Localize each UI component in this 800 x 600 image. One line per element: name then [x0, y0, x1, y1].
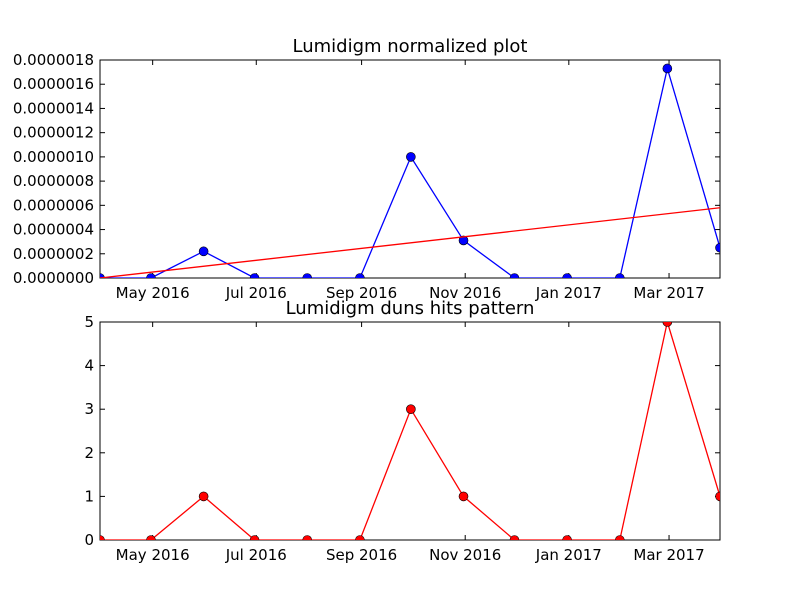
normalized-ytick-label: 0.0000008	[13, 172, 94, 190]
normalized-ytick-label: 0.0000014	[13, 99, 94, 117]
duns-hits-data-point	[355, 535, 365, 540]
duns-hits-ytick-label: 0	[84, 531, 94, 549]
normalized-data-point	[562, 273, 572, 278]
duns-hits-data-point	[406, 404, 416, 415]
duns-hits-ytick-label: 4	[84, 357, 94, 375]
normalized-data-point	[249, 273, 260, 278]
duns-hits-chart: Lumidigm duns hits pattern 0 1 2 3 4 5 May 201…	[84, 298, 721, 564]
normalized-trend-line	[100, 207, 720, 278]
duns-hits-ytick-label: 2	[84, 444, 94, 462]
duns-hits-data-point	[662, 322, 673, 327]
duns-hits-chart-title: Lumidigm duns hits pattern	[286, 298, 535, 319]
normalized-data-point	[100, 273, 105, 278]
normalized-data-point	[715, 242, 720, 253]
duns-hits-xtick-label: May 2016	[116, 546, 190, 564]
normalized-data-point	[458, 235, 469, 246]
duns-hits-ytick-label: 5	[84, 313, 94, 331]
normalized-data-point	[614, 273, 625, 278]
duns-hits-marks	[100, 322, 720, 540]
normalized-data-point	[302, 273, 313, 278]
duns-hits-xtick-label: Jul 2016	[225, 546, 287, 564]
duns-hits-xtick-label: Sep 2016	[326, 546, 397, 564]
duns-hits-data-point	[509, 535, 520, 540]
normalized-ticks: 0.0000000 0.0000002 0.0000004 0.0000006 0.00…	[13, 51, 720, 302]
duns-hits-xtick-label: Mar 2017	[633, 546, 704, 564]
duns-hits-data-point	[562, 535, 572, 540]
normalized-ytick-label: 0.0000006	[13, 196, 94, 214]
duns-hits-data-point	[302, 535, 313, 540]
duns-hits-data-point	[146, 535, 156, 540]
normalized-plot-area	[99, 59, 721, 279]
normalized-data-point	[146, 273, 156, 278]
duns-hits-ytick-label: 1	[84, 487, 94, 505]
normalized-ytick-label: 0.0000010	[13, 148, 94, 166]
normalized-chart-title: Lumidigm normalized plot	[292, 36, 527, 57]
duns-hits-data-point	[100, 535, 105, 540]
normalized-data-point	[198, 246, 209, 257]
normalized-data-point	[509, 273, 520, 278]
duns-hits-data-point	[249, 535, 260, 540]
duns-hits-xtick-label: Jan 2017	[535, 546, 602, 564]
normalized-xtick-label: May 2016	[116, 284, 190, 302]
normalized-xtick-label: Nov 2016	[429, 284, 501, 302]
normalized-marks	[100, 63, 720, 278]
duns-hits-ticks: 0 1 2 3 4 5 May 2016 Jul 2016 Sep 2016 Nov 2016 Ja…	[84, 313, 720, 564]
normalized-ytick-label: 0.0000012	[13, 124, 94, 142]
duns-hits-data-point	[458, 491, 469, 502]
duns-hits-data-point	[614, 535, 625, 540]
normalized-data-point	[355, 273, 365, 278]
normalized-chart: Lumidigm normalized plot 0.00000000.0000…	[13, 36, 721, 302]
normalized-data-point	[406, 152, 416, 162]
duns-hits-ytick-label: 3	[84, 400, 94, 418]
duns-hits-data-point	[715, 491, 720, 502]
normalized-xtick-label: Jan 2017	[535, 284, 602, 302]
normalized-xtick-label: Jul 2016	[225, 284, 287, 302]
normalized-xtick-label: Sep 2016	[326, 284, 397, 302]
duns-hits-plot-area	[99, 321, 721, 541]
normalized-ytick-label: 0.0000018	[13, 51, 94, 69]
normalized-ytick-label: 0.0000004	[13, 221, 94, 239]
duns-hits-xtick-label: Nov 2016	[429, 546, 501, 564]
normalized-ytick-label: 0.0000016	[13, 75, 94, 93]
normalized-ytick-label: 0.0000000	[13, 269, 94, 287]
normalized-xtick-label: Mar 2017	[633, 284, 704, 302]
normalized-data-point	[662, 63, 673, 74]
duns-hits-data-point	[198, 491, 209, 502]
normalized-ytick-label: 0.0000002	[13, 245, 94, 263]
